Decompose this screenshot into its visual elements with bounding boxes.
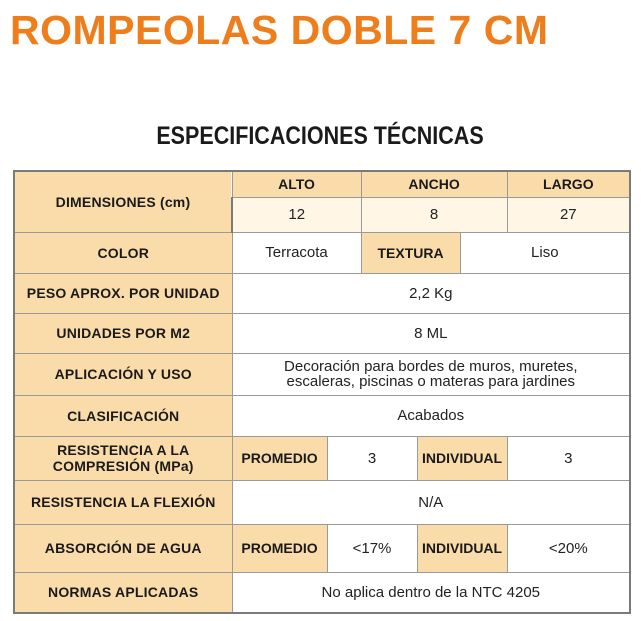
clasificacion-label: CLASIFICACIÓN [13,394,233,437]
compresion-individual-value: 3 [506,435,632,481]
aplicacion-line-2: escaleras, piscinas o materas para jardi… [286,373,576,390]
compresion-promedio-label: PROMEDIO [231,435,328,481]
dimensions-header-row: DIMENSIONES (cm) ALTO ANCHO LARGO [13,170,632,233]
compresion-label-line-1: RESISTENCIA A LA [57,442,190,458]
absorcion-promedio-label: PROMEDIO [231,523,328,573]
flexion-value: N/A [231,479,632,525]
alto-value: 12 [230,196,362,233]
unidades-row: UNIDADES POR M2 8 ML [13,312,632,354]
normas-label: NORMAS APLICADAS [13,571,233,614]
textura-value: Liso [459,231,632,274]
ancho-header: ANCHO [360,170,508,198]
color-value: Terracota [231,231,362,274]
clasificacion-value: Acabados [231,394,632,437]
absorcion-row: ABSORCIÓN DE AGUA PROMEDIO <17% INDIVIDU… [13,523,632,573]
alto-header: ALTO [231,170,362,198]
flexion-row: RESISTENCIA LA FLEXIÓN N/A [13,479,632,525]
compresion-label-line-2: COMPRESIÓN (MPa) [52,458,194,474]
clasificacion-row: CLASIFICACIÓN Acabados [13,394,632,437]
largo-value: 27 [506,196,632,233]
absorcion-promedio-value: <17% [326,523,418,573]
aplicacion-line-1: Decoración para bordes de muros, muretes… [284,358,578,375]
absorcion-individual-label: INDIVIDUAL [416,523,508,573]
color-row: COLOR Terracota TEXTURA Liso [13,231,632,274]
compresion-individual-label: INDIVIDUAL [416,435,508,481]
compresion-label: RESISTENCIA A LA COMPRESIÓN (MPa) [13,435,233,481]
peso-value: 2,2 Kg [231,272,632,314]
peso-row: PESO APROX. POR UNIDAD 2,2 Kg [13,272,632,314]
absorcion-individual-value: <20% [506,523,632,573]
aplicacion-value: Decoración para bordes de muros, muretes… [231,352,632,396]
peso-label: PESO APROX. POR UNIDAD [13,272,233,314]
dimensions-label: DIMENSIONES (cm) [13,170,233,233]
compresion-row: RESISTENCIA A LA COMPRESIÓN (MPa) PROMED… [13,435,632,481]
aplicacion-row: APLICACIÓN Y USO Decoración para bordes … [13,352,632,396]
largo-header: LARGO [506,170,632,198]
specifications-table: DIMENSIONES (cm) ALTO ANCHO LARGO 12 8 2… [13,170,632,614]
aplicacion-label: APLICACIÓN Y USO [13,352,233,396]
unidades-label: UNIDADES POR M2 [13,312,233,354]
absorcion-label: ABSORCIÓN DE AGUA [13,523,233,573]
compresion-promedio-value: 3 [326,435,418,481]
textura-label: TEXTURA [360,231,461,274]
normas-value: No aplica dentro de la NTC 4205 [231,571,632,614]
unidades-value: 8 ML [231,312,632,354]
ancho-value: 8 [360,196,508,233]
normas-row: NORMAS APLICADAS No aplica dentro de la … [13,571,632,614]
specifications-heading: ESPECIFICACIONES TÉCNICAS [156,122,484,150]
dimensions-value-row: 12 8 27 [14,196,632,233]
product-title: ROMPEOLAS DOBLE 7 CM [10,7,549,53]
color-label: COLOR [13,231,233,274]
flexion-label: RESISTENCIA LA FLEXIÓN [13,479,233,525]
